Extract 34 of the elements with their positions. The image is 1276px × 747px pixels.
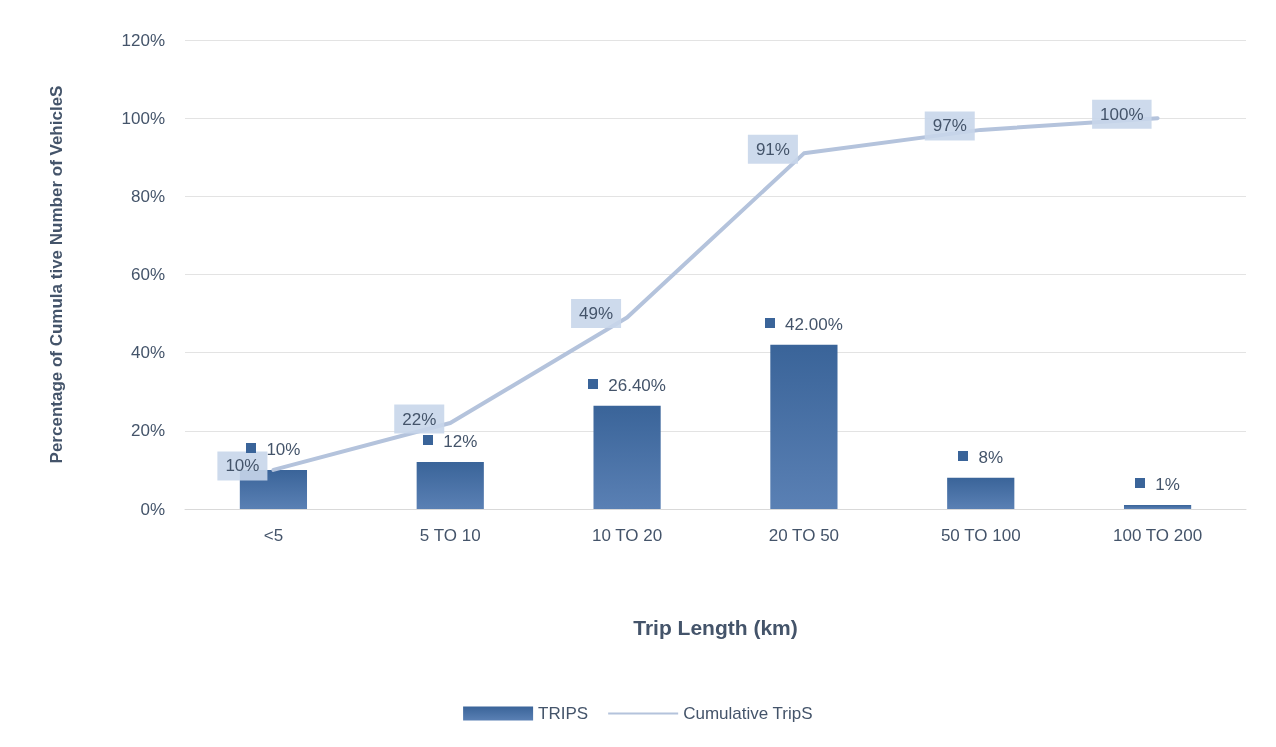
data-label: 8%	[978, 447, 1004, 467]
legend-label: Cumulative TripS	[683, 704, 813, 723]
bar	[947, 477, 1015, 509]
x-tick-label: 5 TO 10	[419, 526, 481, 545]
data-label: 10%	[225, 456, 260, 476]
y-tick-label: 60%	[130, 265, 165, 284]
bar	[593, 405, 661, 509]
y-axis-title: Percentage of Cumula tive Number of VehicleS	[47, 85, 66, 464]
y-tick-label: 0%	[140, 499, 165, 519]
y-tick-label: 20%	[130, 421, 165, 441]
data-label: 10%	[266, 439, 301, 459]
y-tick-label: 40%	[130, 343, 165, 363]
bar	[416, 462, 484, 509]
data-label: 22%	[402, 409, 437, 429]
bar	[1123, 505, 1192, 509]
x-tick-label: 100 TO 200	[1113, 526, 1203, 545]
data-label: 12%	[443, 432, 478, 452]
x-axis-title: Trip Length (km)	[633, 616, 798, 639]
x-tick-label: 50 TO 100	[940, 526, 1021, 545]
y-tick-label: 80%	[130, 186, 165, 206]
bar	[770, 344, 838, 509]
x-tick-label: 10 TO 20	[591, 526, 663, 545]
data-label: 97%	[932, 116, 967, 136]
x-tick-label: <5	[263, 526, 284, 545]
data-label: 91%	[755, 139, 790, 159]
data-label: 49%	[579, 303, 614, 323]
data-label: 42.00%	[785, 314, 843, 334]
y-tick-label: 120%	[121, 30, 165, 50]
x-tick-label: 20 TO 50	[768, 526, 840, 545]
y-tick-label: 100%	[121, 108, 165, 128]
data-label: 1%	[1155, 475, 1180, 495]
legend-label: TRIPS	[538, 704, 589, 723]
data-label: 100%	[1100, 104, 1144, 124]
data-label: 26.40%	[608, 375, 666, 395]
